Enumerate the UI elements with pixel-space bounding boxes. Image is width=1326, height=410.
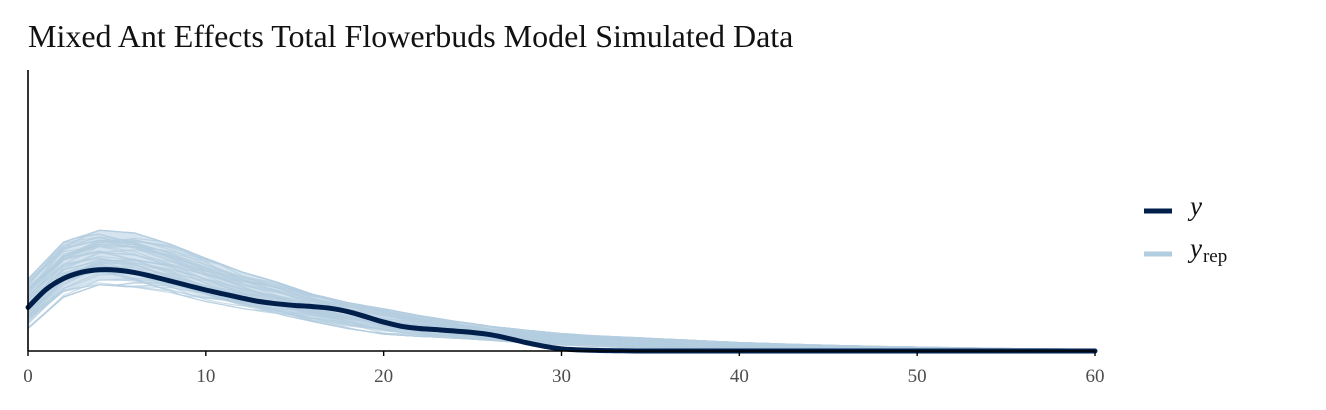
x-tick-label: 50 [908,366,927,387]
x-tick-label: 20 [374,366,393,387]
legend-label-yrep: yrep [1187,233,1227,267]
x-tick-label: 10 [196,366,215,387]
legend: y yrep [1144,191,1227,267]
chart-title: Mixed Ant Effects Total Flowerbuds Model… [28,18,794,54]
x-axis-ticks: 0 10 20 30 40 50 60 [23,351,1105,387]
x-tick-label: 0 [23,366,33,387]
legend-label-y: y [1187,191,1202,221]
x-tick-label: 40 [730,366,749,387]
yrep-replicate-line [27,250,1096,350]
x-tick-label: 30 [552,366,571,387]
legend-label-y-main: y [1187,191,1202,221]
yrep-replicate-lines [27,229,1096,352]
yrep-replicate-line [27,237,1096,350]
x-tick-label: 60 [1086,366,1105,387]
legend-label-yrep-subscript: rep [1203,246,1227,267]
legend-label-yrep-main: y [1187,233,1202,263]
